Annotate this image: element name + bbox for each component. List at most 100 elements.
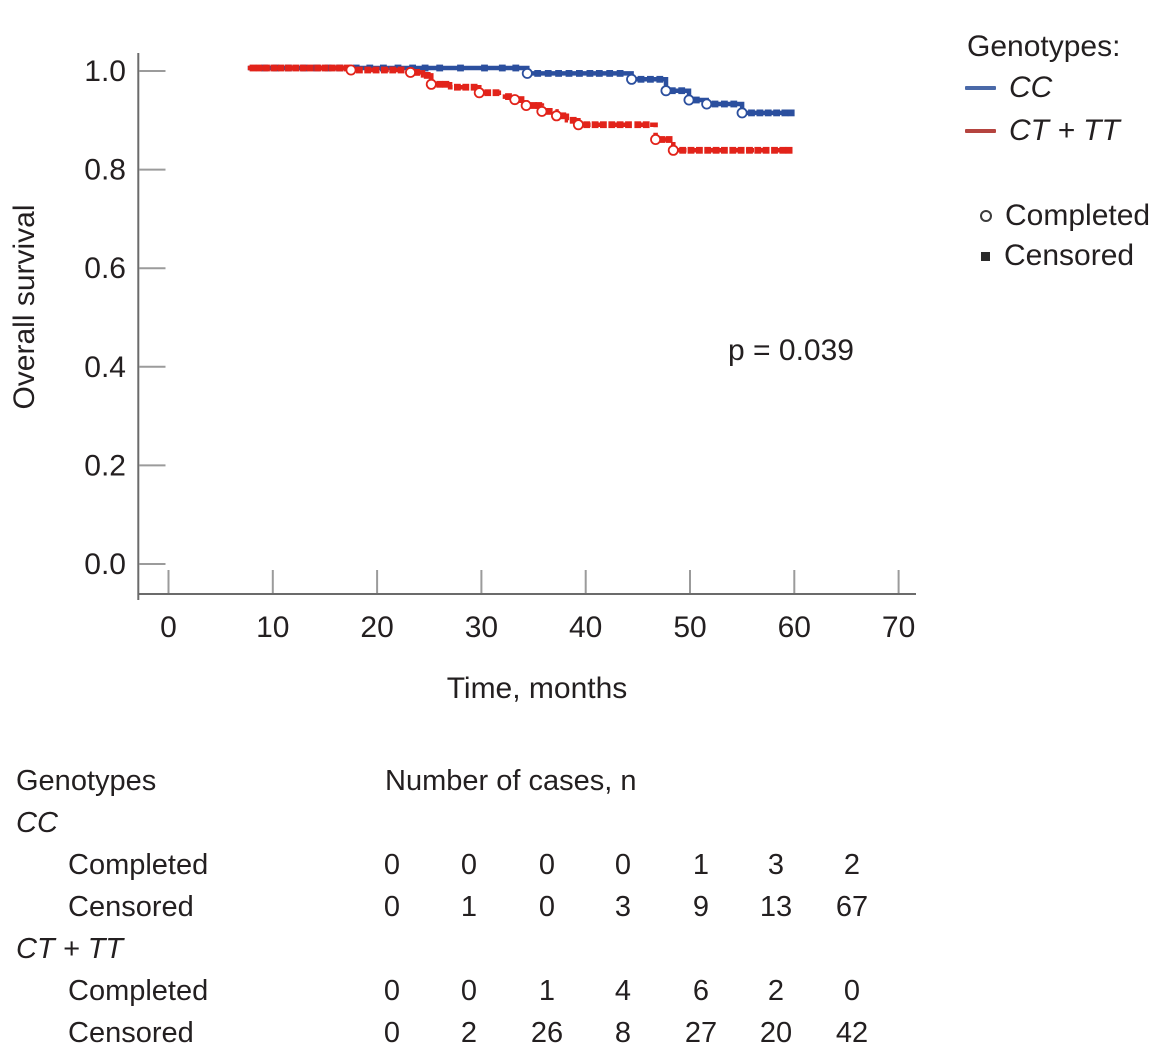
table-cell: 0: [460, 849, 478, 881]
table-cell: 0: [538, 849, 556, 881]
completed-marker: [572, 119, 584, 131]
censored-marker: [692, 96, 700, 104]
censored-marker: [328, 64, 336, 72]
censored-marker: [730, 100, 738, 108]
x-tick-label: 40: [569, 611, 602, 644]
table-cell: 0: [614, 849, 632, 881]
censored-marker: [746, 146, 753, 154]
table-cell: 0: [538, 891, 556, 923]
censored-marker: [658, 136, 666, 143]
completed-marker: [551, 110, 563, 122]
censored-marker: [569, 116, 577, 124]
censored-marker: [704, 146, 712, 154]
group-label-cc: CC: [16, 807, 58, 839]
table-group-cc: CC: [0, 802, 1163, 844]
legend-item-completed-label: Completed: [1005, 199, 1151, 232]
x-tick-label: 70: [882, 611, 915, 644]
table-cell: 0: [843, 975, 861, 1007]
y-tick-label: 0.8: [84, 154, 126, 187]
censored-marker: [595, 70, 603, 77]
censored-marker: [321, 64, 329, 72]
censored-marker: [364, 66, 372, 74]
filled-square-icon: [981, 251, 990, 261]
censored-marker: [299, 64, 307, 72]
censored-marker: [665, 136, 673, 143]
table-cell: 67: [835, 891, 869, 923]
table-group-cttt: CT + TT: [0, 928, 1163, 970]
y-tick-label: 0.6: [84, 252, 126, 285]
censored-marker: [481, 64, 488, 72]
legend: Genotypes: CC CT + TT Completed Censored: [965, 30, 1163, 290]
censored-marker: [484, 89, 492, 97]
censored-marker: [457, 64, 464, 72]
p-value-annotation: p = 0.039: [728, 334, 854, 367]
completed-marker: [667, 144, 679, 156]
cc-line-swatch: [965, 86, 996, 90]
censored-marker: [530, 102, 537, 109]
row-label-completed: Completed: [68, 849, 209, 881]
censored-marker: [292, 64, 300, 72]
censored-marker: [762, 146, 770, 154]
censored-marker: [678, 87, 686, 95]
censored-marker: [696, 146, 703, 154]
censored-marker: [616, 70, 624, 77]
censored-marker: [555, 70, 562, 77]
censored-marker: [356, 66, 363, 74]
x-tick-label: 30: [465, 611, 498, 644]
censored-marker: [712, 146, 720, 154]
completed-marker: [520, 100, 532, 112]
censored-marker: [470, 83, 478, 91]
censored-marker: [711, 100, 719, 108]
open-circle-icon: [980, 210, 992, 222]
censored-marker: [372, 66, 380, 74]
x-tick-label: 0: [160, 611, 177, 644]
cttt-line-swatch: [965, 129, 996, 133]
censored-marker: [498, 64, 506, 72]
cttt-survival-curve: [247, 65, 791, 153]
censored-marker: [737, 146, 745, 154]
completed-marker: [701, 98, 713, 110]
table-cell: 1: [538, 975, 556, 1007]
censored-marker: [785, 146, 793, 154]
censored-marker: [421, 64, 429, 72]
censored-marker: [583, 121, 591, 129]
x-tick-label: 60: [778, 611, 811, 644]
censored-marker: [423, 72, 431, 79]
censored-marker: [773, 109, 780, 117]
censored-marker: [616, 121, 624, 129]
y-tick-label: 1.0: [84, 55, 126, 88]
censored-marker: [576, 70, 583, 77]
censored-marker: [505, 93, 512, 100]
censored-marker: [565, 70, 573, 77]
censored-marker: [454, 83, 461, 91]
row-label-completed: Completed: [68, 975, 209, 1007]
censored-marker: [764, 109, 772, 117]
legend-item-cc-label: CC: [1009, 71, 1053, 104]
censored-marker: [637, 75, 645, 83]
table-cell: 2: [460, 1017, 478, 1049]
censored-marker: [754, 146, 762, 154]
censored-marker: [781, 109, 789, 117]
table-cell: 1: [460, 891, 478, 923]
table-cell: 27: [684, 1017, 718, 1049]
completed-marker: [683, 94, 695, 106]
censored-marker: [263, 64, 270, 72]
table-cell: 3: [614, 891, 632, 923]
km-chart: 1.0 0.8 0.6 0.4 0.2 0.0 0 10 20 30 40 50 60 70 Time, m…: [8, 53, 916, 705]
table-cell: 1: [692, 849, 710, 881]
censored-marker: [721, 146, 728, 154]
censored-marker: [436, 80, 444, 88]
legend-item-cttt: CT + TT: [965, 114, 1120, 147]
completed-marker: [521, 67, 533, 79]
legend-item-censored: Censored: [965, 239, 1134, 272]
y-tick-label: 0.2: [84, 449, 126, 482]
censored-marker: [544, 70, 552, 77]
table-cell: 6: [692, 975, 710, 1007]
table-row: Completed 0 0 0 0 1 3 2: [0, 844, 1163, 886]
table-header-row: Genotypes Number of cases, n: [0, 760, 1163, 802]
censored-marker: [642, 121, 650, 129]
censored-marker: [277, 64, 285, 72]
censored-marker: [721, 100, 728, 108]
legend-item-cc: CC: [965, 71, 1053, 104]
censored-marker: [306, 64, 314, 72]
